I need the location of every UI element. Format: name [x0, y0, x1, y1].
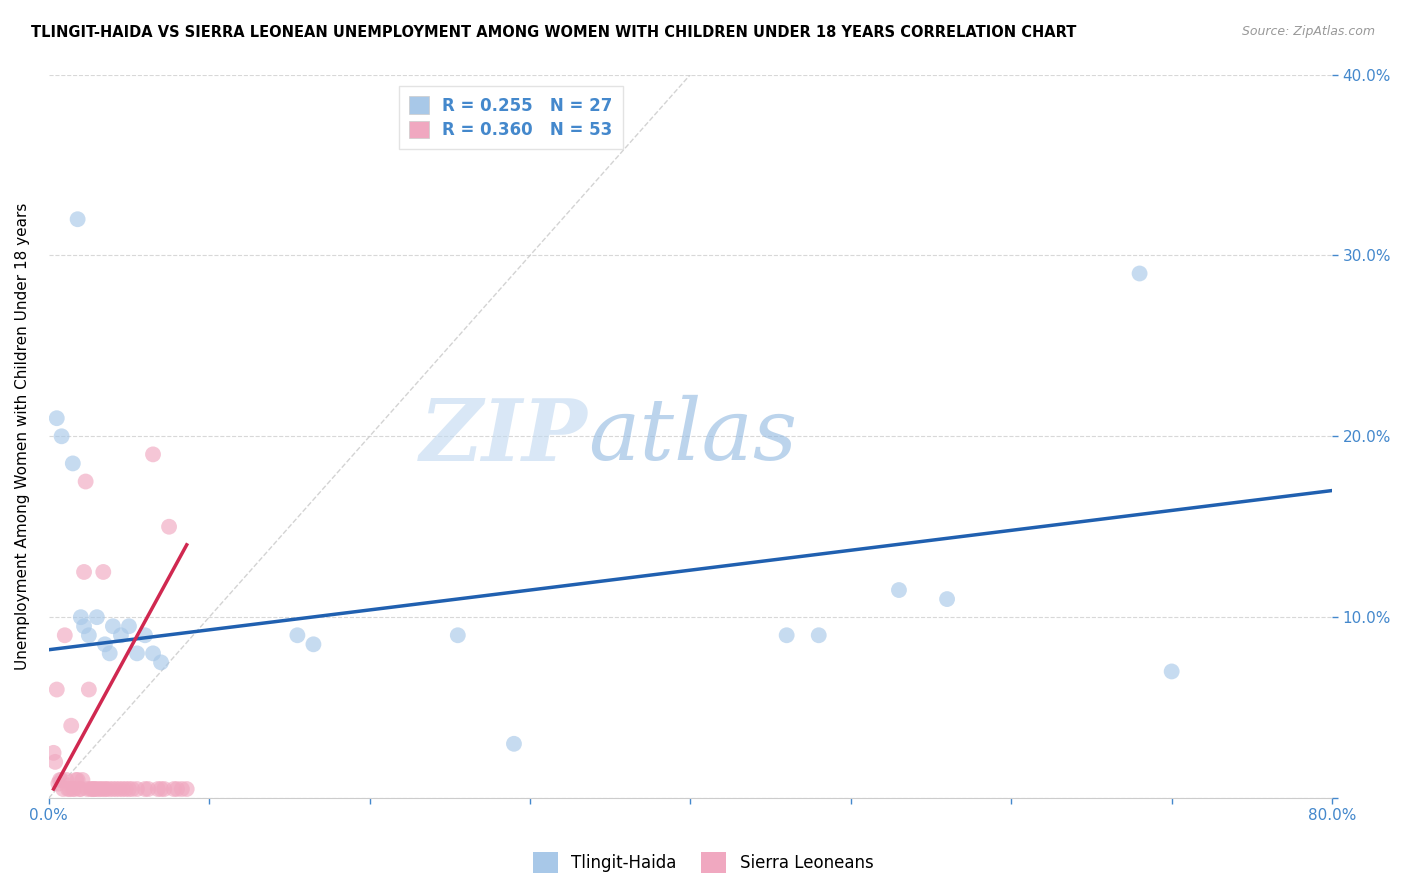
- Point: [52, 782, 75, 797]
- Point: [98, 646, 121, 660]
- Point: [118, 619, 141, 633]
- Point: [59, 782, 82, 797]
- Point: [62, 782, 84, 797]
- Point: [90, 782, 112, 797]
- Point: [94, 782, 117, 797]
- Point: [53, 628, 76, 642]
- Point: [142, 447, 165, 461]
- Point: [83, 782, 105, 797]
- Point: [72, 772, 94, 787]
- Point: [94, 637, 117, 651]
- Point: [176, 782, 198, 797]
- Point: [65, 772, 87, 787]
- Point: [80, 782, 103, 797]
- Point: [91, 565, 114, 579]
- Point: [166, 782, 188, 797]
- Point: [73, 565, 96, 579]
- Point: [75, 475, 97, 489]
- Point: [105, 782, 128, 797]
- Point: [121, 782, 143, 797]
- Point: [77, 628, 100, 642]
- Point: [170, 782, 193, 797]
- Point: [157, 520, 180, 534]
- Point: [118, 782, 141, 797]
- Point: [142, 646, 165, 660]
- Point: [56, 782, 79, 797]
- Point: [84, 782, 107, 797]
- Point: [287, 628, 309, 642]
- Point: [69, 610, 91, 624]
- Point: [48, 776, 70, 790]
- Point: [101, 619, 124, 633]
- Point: [936, 592, 959, 607]
- Point: [447, 628, 470, 642]
- Text: atlas: atlas: [588, 395, 797, 477]
- Point: [125, 782, 148, 797]
- Point: [108, 782, 131, 797]
- Point: [98, 782, 121, 797]
- Point: [79, 782, 101, 797]
- Point: [45, 682, 67, 697]
- Point: [101, 782, 124, 797]
- Point: [69, 782, 91, 797]
- Point: [86, 610, 108, 624]
- Point: [55, 772, 77, 787]
- Point: [62, 457, 84, 471]
- Point: [150, 782, 173, 797]
- Point: [1129, 267, 1152, 281]
- Point: [146, 782, 169, 797]
- Point: [73, 619, 96, 633]
- Point: [44, 755, 66, 769]
- Point: [887, 582, 910, 597]
- Point: [1160, 665, 1182, 679]
- Legend: Tlingit-Haida, Sierra Leoneans: Tlingit-Haida, Sierra Leoneans: [526, 846, 880, 880]
- Point: [776, 628, 799, 642]
- Point: [807, 628, 830, 642]
- Point: [66, 772, 89, 787]
- Point: [49, 772, 72, 787]
- Point: [134, 628, 156, 642]
- Point: [77, 682, 100, 697]
- Point: [503, 737, 526, 751]
- Point: [125, 646, 148, 660]
- Point: [153, 782, 176, 797]
- Point: [150, 656, 173, 670]
- Point: [66, 212, 89, 227]
- Point: [163, 782, 186, 797]
- Point: [67, 782, 90, 797]
- Point: [45, 411, 67, 425]
- Point: [60, 719, 83, 733]
- Point: [51, 429, 73, 443]
- Point: [89, 782, 111, 797]
- Point: [136, 782, 159, 797]
- Text: Source: ZipAtlas.com: Source: ZipAtlas.com: [1241, 25, 1375, 38]
- Point: [302, 637, 325, 651]
- Legend: R = 0.255   N = 27, R = 0.360   N = 53: R = 0.255 N = 27, R = 0.360 N = 53: [399, 87, 623, 150]
- Point: [86, 782, 108, 797]
- Point: [42, 746, 65, 760]
- Point: [51, 772, 73, 787]
- Point: [111, 782, 134, 797]
- Y-axis label: Unemployment Among Women with Children Under 18 years: Unemployment Among Women with Children U…: [15, 202, 30, 670]
- Point: [110, 628, 132, 642]
- Point: [63, 782, 86, 797]
- Point: [76, 782, 98, 797]
- Point: [96, 782, 118, 797]
- Text: ZIP: ZIP: [420, 394, 588, 478]
- Point: [114, 782, 136, 797]
- Text: TLINGIT-HAIDA VS SIERRA LEONEAN UNEMPLOYMENT AMONG WOMEN WITH CHILDREN UNDER 18 : TLINGIT-HAIDA VS SIERRA LEONEAN UNEMPLOY…: [31, 25, 1077, 40]
- Point: [134, 782, 156, 797]
